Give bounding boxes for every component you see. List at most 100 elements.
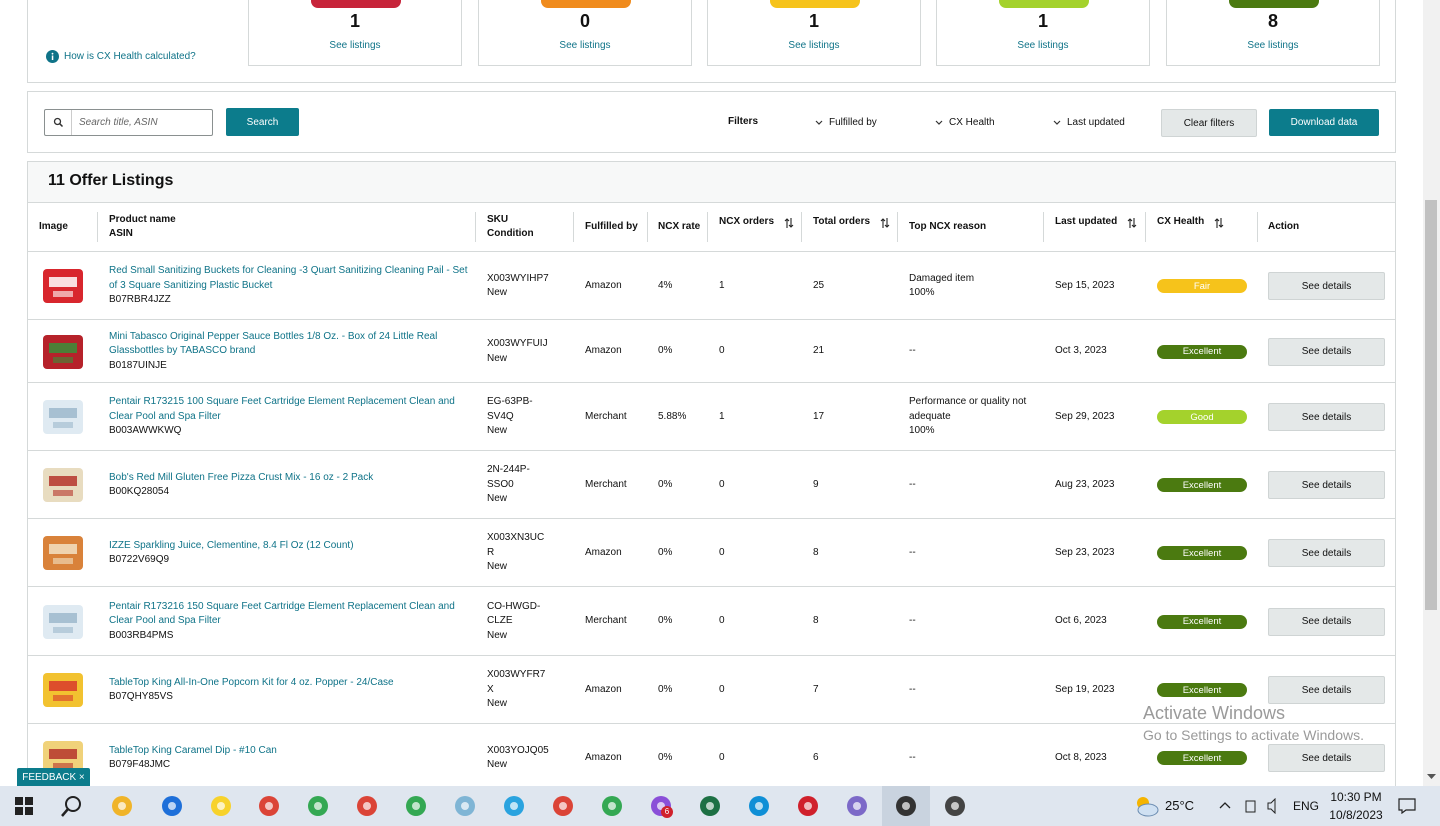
header-text: Image (39, 220, 68, 234)
see-details-button[interactable]: See details (1268, 676, 1385, 704)
start-button (15, 797, 33, 815)
health-badge: Fair (1157, 279, 1247, 293)
table-row (28, 383, 1395, 451)
product-name-link[interactable]: Red Small Sanitizing Buckets for Cleanin… (109, 265, 468, 291)
total-orders-cell: 7 (813, 656, 898, 724)
ncx-orders: 0 (719, 751, 725, 763)
clear-filters-button[interactable]: Clear filters (1161, 109, 1257, 137)
ncx-rate-cell: 0% (658, 724, 708, 792)
health-badge: Excellent (1157, 478, 1247, 492)
fulfilled-cell: Merchant (585, 451, 655, 519)
app-icon[interactable] (895, 795, 917, 817)
health-tab (770, 0, 860, 8)
filters-label: Filters (728, 116, 759, 127)
column-header: SKU Condition (487, 203, 569, 251)
chevron-icon (935, 118, 943, 125)
see-details-button[interactable]: See details (1268, 744, 1385, 772)
column-header[interactable]: Last updated (1055, 203, 1140, 251)
column-header: NCX rate (658, 203, 708, 251)
last-updated: Oct 3, 2023 (1055, 345, 1107, 357)
feedback-button[interactable]: FEEDBACK × (17, 768, 90, 786)
app-icon[interactable] (699, 795, 721, 817)
notification-center[interactable] (1398, 798, 1416, 815)
app-icon[interactable] (846, 795, 868, 817)
chevron-icon (815, 118, 823, 125)
app-icon[interactable] (307, 795, 329, 817)
scrollbar-thumb[interactable] (1425, 200, 1437, 610)
last-updated: Sep 29, 2023 (1055, 410, 1115, 422)
product-name-link[interactable]: Mini Tabasco Original Pepper Sauce Bottl… (109, 330, 438, 357)
fulfilled-cell: Amazon (585, 320, 655, 383)
search-button[interactable]: Search (226, 108, 299, 136)
reason-cell: Performance or quality not adequate 100% (909, 383, 1037, 451)
filter-dropdown[interactable]: CX Health (935, 116, 1045, 130)
search-input[interactable]: Search title, ASIN (44, 109, 213, 136)
app-icon[interactable] (748, 795, 770, 817)
total-orders: 7 (813, 683, 819, 695)
last-updated: Oct 8, 2023 (1055, 751, 1107, 763)
table-row (28, 519, 1395, 587)
sort-icon[interactable] (784, 217, 794, 234)
total-orders-cell: 9 (813, 451, 898, 519)
last-updated-cell: Oct 6, 2023 (1055, 587, 1140, 656)
app-icon[interactable] (111, 795, 133, 817)
sort-icon[interactable] (880, 217, 890, 234)
product-name-link[interactable]: TableTop King Caramel Dip - #10 Can (109, 744, 277, 756)
see-details-button[interactable]: See details (1268, 337, 1385, 366)
see-listings-link[interactable]: See listings (1017, 40, 1069, 51)
app-icon[interactable] (258, 795, 280, 817)
sku-cell: X003YOJQ05 New (487, 724, 549, 792)
app-icon[interactable] (405, 795, 427, 817)
header-label: Fulfilled by (585, 221, 638, 232)
app-icon[interactable] (210, 795, 232, 817)
see-details-button[interactable]: See details (1268, 471, 1385, 499)
see-details-button[interactable]: See details (1268, 272, 1385, 300)
product-name-link[interactable]: Pentair R173215 100 Square Feet Cartridg… (109, 396, 455, 422)
see-listings-link[interactable]: See listings (559, 40, 611, 51)
filter-dropdown[interactable]: Fulfilled by (815, 116, 925, 130)
ncx-orders-cell: 0 (719, 451, 804, 519)
product-name-link[interactable]: Bob's Red Mill Gluten Free Pizza Crust M… (109, 471, 374, 483)
sku: X003WYFR7X (487, 669, 546, 695)
sort-icon[interactable] (1127, 217, 1137, 234)
download-button[interactable]: Download data (1269, 109, 1379, 136)
app-icon[interactable] (356, 795, 378, 817)
product-name-link[interactable]: Pentair R173216 150 Square Feet Cartridg… (109, 600, 455, 627)
reason-cell: Damaged item 100% (909, 252, 1037, 320)
table-title: 11 Offer Listings (48, 172, 174, 189)
see-listings-link[interactable]: See listings (1247, 40, 1299, 51)
fulfilled-by: Merchant (585, 410, 627, 422)
see-details-button[interactable]: See details (1268, 607, 1385, 636)
app-icon[interactable] (552, 795, 574, 817)
app-icon[interactable] (944, 795, 966, 817)
total-orders: 17 (813, 410, 825, 422)
fulfilled-by: Merchant (585, 478, 627, 490)
sort-icon[interactable] (1214, 217, 1224, 234)
app-icon[interactable] (601, 795, 623, 817)
condition: New (487, 425, 508, 437)
app-icon[interactable] (454, 795, 476, 817)
header-label: Product name (109, 214, 176, 225)
see-details-button[interactable]: See details (1268, 539, 1385, 567)
see-listings-link[interactable]: See listings (788, 40, 840, 51)
product-name-link[interactable]: IZZE Sparkling Juice, Clementine, 8.4 Fl… (109, 539, 354, 551)
ncx-rate-cell: 0% (658, 519, 708, 587)
app-icon[interactable] (161, 795, 183, 817)
health-tab (1229, 0, 1319, 8)
last-updated-cell: Aug 23, 2023 (1055, 451, 1140, 519)
app-icon[interactable] (503, 795, 525, 817)
ncx-rate: 0% (658, 683, 673, 695)
help-link[interactable]: How is CX Health calculated? (64, 51, 196, 62)
ncx-rate: 0% (658, 546, 673, 558)
app-icon[interactable] (797, 795, 819, 817)
ncx-reason-share: 100% (909, 287, 935, 298)
see-details-button[interactable]: See details (1268, 403, 1385, 431)
column-header[interactable]: NCX orders (719, 203, 804, 251)
last-updated-cell: Sep 15, 2023 (1055, 252, 1140, 320)
product-name-link[interactable]: TableTop King All-In-One Popcorn Kit for… (109, 676, 394, 688)
sku-cell: X003WYFUIJ New (487, 320, 549, 383)
column-header[interactable]: Total orders (813, 203, 898, 251)
column-header[interactable]: CX Health (1157, 203, 1257, 251)
see-listings-link[interactable]: See listings (329, 40, 381, 51)
filter-dropdown[interactable]: Last updated (1053, 116, 1163, 130)
